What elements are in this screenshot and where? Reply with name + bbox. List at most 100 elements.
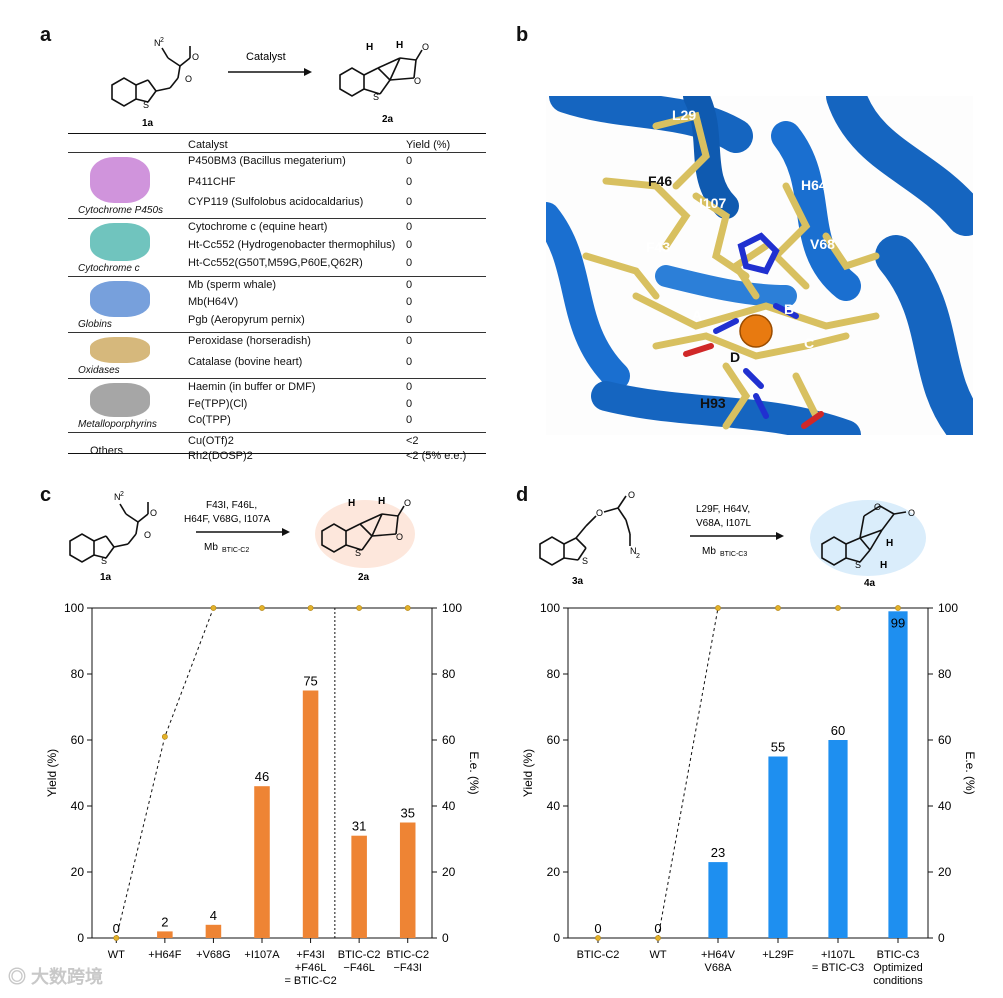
catalyst-group-label: Globins bbox=[78, 319, 112, 330]
svg-text:S: S bbox=[355, 548, 361, 558]
svg-text:4a: 4a bbox=[864, 578, 876, 589]
yield-value: 0 bbox=[406, 196, 413, 209]
x-tick-label: Optimized bbox=[873, 962, 923, 974]
svg-text:H: H bbox=[396, 40, 403, 51]
residue-I107: I107 bbox=[699, 195, 726, 211]
yield-value: 0 bbox=[406, 239, 413, 251]
ee-point bbox=[895, 605, 901, 611]
ee-point bbox=[595, 935, 601, 941]
catalyst-group-label: Others bbox=[90, 445, 124, 457]
y-tick-label: 20 bbox=[547, 865, 561, 879]
ee-line bbox=[598, 607, 898, 939]
header-yield: Yield (%) bbox=[406, 139, 451, 151]
svg-text:H: H bbox=[886, 538, 893, 549]
ee-point bbox=[655, 935, 661, 941]
y-axis-label: Yield (%) bbox=[521, 749, 535, 797]
x-tick-label: BTIC-C2 bbox=[577, 949, 620, 961]
x-tick-label: = BTIC-C2 bbox=[284, 975, 336, 987]
watermark-logo: ◎ 大数跨境 bbox=[8, 967, 104, 987]
table-divider bbox=[68, 218, 486, 219]
ring-D: D bbox=[730, 349, 740, 365]
bar bbox=[254, 786, 270, 938]
yield-value: 0 bbox=[406, 313, 413, 326]
svg-text:2a: 2a bbox=[358, 572, 370, 583]
ee-point bbox=[835, 605, 841, 611]
residue-F46: F46 bbox=[648, 173, 672, 189]
svg-text:N: N bbox=[154, 38, 161, 48]
y2-axis-label: E.e. (%) bbox=[963, 751, 977, 794]
catalyst-name: Ht-Cc552 (Hydrogenobacter thermophilus) bbox=[188, 239, 396, 251]
yield-value: 0 bbox=[406, 221, 413, 233]
svg-text:F43I, F46L,: F43I, F46L, bbox=[206, 500, 257, 511]
svg-text:S: S bbox=[582, 556, 588, 566]
y2-tick-label: 0 bbox=[442, 931, 449, 945]
svg-text:H: H bbox=[348, 498, 355, 509]
ee-point bbox=[210, 605, 217, 611]
svg-text:H64F, V68G, I107A: H64F, V68G, I107A bbox=[184, 514, 270, 525]
svg-text:H: H bbox=[378, 496, 385, 507]
ee-point bbox=[404, 605, 411, 611]
protein-thumbnail-icon bbox=[90, 223, 150, 261]
y-tick-label: 80 bbox=[71, 667, 85, 681]
x-tick-label: BTIC-C2 bbox=[386, 949, 429, 961]
y-tick-label: 20 bbox=[71, 865, 85, 879]
x-tick-label: +L29F bbox=[762, 949, 794, 961]
panel-b-letter: b bbox=[516, 24, 529, 46]
residue-V68: V68 bbox=[810, 236, 835, 252]
panel-a-letter: a bbox=[40, 24, 52, 46]
x-tick-label: conditions bbox=[873, 975, 923, 987]
reaction-scheme-d: O O N 2 S 3a L29F, H64V, V68A, I107L Mb … bbox=[539, 490, 926, 589]
y-tick-label: 0 bbox=[77, 931, 84, 945]
svg-text:S: S bbox=[143, 100, 149, 110]
bar-data-label: 60 bbox=[831, 723, 845, 738]
table-divider bbox=[68, 378, 486, 379]
bar bbox=[157, 931, 173, 938]
y-tick-label: 40 bbox=[71, 799, 85, 813]
arrow-label-catalyst: Catalyst bbox=[246, 51, 286, 63]
svg-text:O: O bbox=[404, 498, 411, 508]
x-tick-label: BTIC-C2 bbox=[338, 949, 381, 961]
catalyst-name: Mb(H64V) bbox=[188, 296, 239, 309]
catalyst-name: P411CHF bbox=[188, 175, 236, 188]
x-tick-label: WT bbox=[649, 949, 666, 961]
product-2a-structure bbox=[339, 49, 423, 97]
protein-thumbnail-icon bbox=[90, 281, 150, 317]
bar-data-label: 0 bbox=[113, 921, 120, 936]
svg-text:O: O bbox=[628, 490, 635, 500]
header-catalyst: Catalyst bbox=[188, 139, 228, 151]
x-tick-label: +I107L bbox=[821, 949, 855, 961]
y2-tick-label: 40 bbox=[938, 799, 952, 813]
y-tick-label: 60 bbox=[71, 733, 85, 747]
product-label: 2a bbox=[382, 114, 394, 125]
y-tick-label: 0 bbox=[553, 931, 560, 945]
y-axis-label: Yield (%) bbox=[45, 749, 59, 797]
yield-value: 0 bbox=[406, 175, 413, 188]
y2-tick-label: 100 bbox=[938, 601, 958, 615]
bar-data-label: 4 bbox=[210, 908, 217, 923]
panel-c-letter: c bbox=[40, 484, 52, 506]
svg-text:O: O bbox=[150, 508, 157, 518]
svg-text:H: H bbox=[366, 42, 373, 53]
catalyst-name: Ht-Cc552(G50T,M59G,P60E,Q62R) bbox=[188, 257, 363, 269]
residue-F43: F43 bbox=[646, 239, 670, 255]
yield-value: 0 bbox=[406, 279, 413, 291]
bar bbox=[708, 862, 728, 938]
bar bbox=[888, 611, 908, 938]
y2-tick-label: 80 bbox=[938, 667, 952, 681]
svg-text:V68A, I107L: V68A, I107L bbox=[696, 518, 751, 529]
yield-value: <2 (5% e.e.) bbox=[406, 450, 467, 462]
x-tick-label: +H64F bbox=[148, 949, 182, 961]
catalyst-group-label: Metalloporphyrins bbox=[78, 419, 157, 430]
x-tick-label: +V68G bbox=[196, 949, 231, 961]
y-tick-label: 100 bbox=[64, 601, 84, 615]
yield-value: 0 bbox=[406, 296, 413, 309]
svg-text:S: S bbox=[101, 556, 107, 566]
ee-point bbox=[307, 605, 314, 611]
ee-point bbox=[356, 605, 363, 611]
y-tick-label: 60 bbox=[547, 733, 561, 747]
bar-data-label: 31 bbox=[352, 819, 366, 834]
svg-text:O: O bbox=[422, 42, 429, 52]
svg-text:O: O bbox=[185, 74, 192, 84]
catalyst-name: Pgb (Aeropyrum pernix) bbox=[188, 313, 305, 326]
